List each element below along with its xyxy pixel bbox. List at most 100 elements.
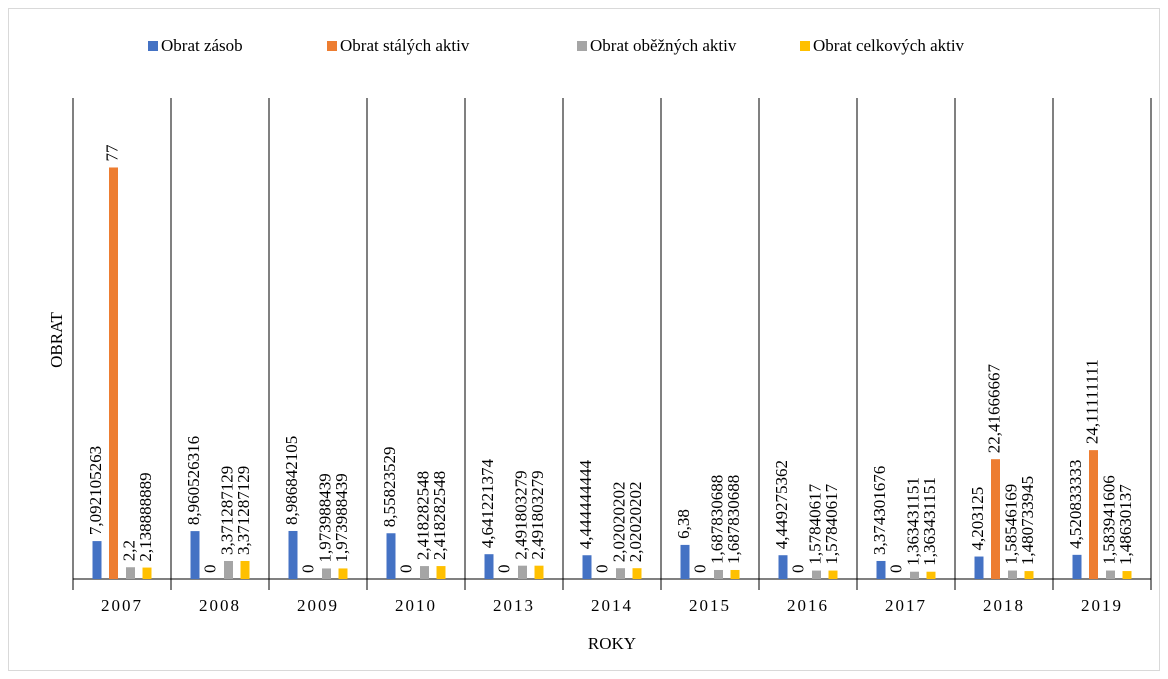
bar <box>1008 570 1017 579</box>
data-label: 7,092105263 <box>86 446 105 535</box>
data-label: 0 <box>494 565 513 574</box>
bar <box>730 569 740 579</box>
bar <box>142 567 152 579</box>
data-label: 1,973988439 <box>315 473 334 562</box>
bar <box>1024 571 1034 579</box>
data-label: 4,520833333 <box>1066 460 1085 549</box>
data-label: 8,55823529 <box>380 447 399 528</box>
data-label: 1,583941606 <box>1099 475 1118 564</box>
bar <box>126 567 135 579</box>
bar <box>714 569 723 579</box>
data-label: 4,641221374 <box>478 458 497 548</box>
bar <box>632 568 642 579</box>
bar <box>240 560 250 579</box>
data-label: 2,02020202 <box>626 481 645 562</box>
x-tick-label: 2013 <box>493 596 535 615</box>
data-label: 1,58546169 <box>1001 484 1020 565</box>
x-tick-label: 2015 <box>689 596 731 615</box>
data-label: 3,371287129 <box>234 466 253 555</box>
bar <box>778 555 788 579</box>
data-label: 1,480733945 <box>1018 476 1037 565</box>
bar <box>991 459 1000 579</box>
x-tick-label: 2016 <box>787 596 829 615</box>
bar <box>224 560 233 579</box>
data-label: 0 <box>592 565 611 574</box>
bar <box>420 566 429 579</box>
data-label: 8,960526316 <box>184 436 203 525</box>
x-tick-label: 2017 <box>885 596 927 615</box>
data-label: 0 <box>690 565 709 574</box>
bar <box>190 531 200 579</box>
bar <box>109 167 118 579</box>
data-label: 0 <box>298 565 317 574</box>
bar <box>616 568 625 579</box>
data-label: 4,444444444 <box>576 459 595 549</box>
data-label: 24,11111111 <box>1082 359 1101 444</box>
data-label: 0 <box>396 565 415 574</box>
data-label: 0 <box>886 565 905 574</box>
data-label: 2,138888889 <box>136 472 155 561</box>
bar <box>974 556 984 579</box>
data-label: 1,57840617 <box>805 483 824 564</box>
data-label: 1,973988439 <box>332 473 351 562</box>
data-label: 77 <box>102 144 121 162</box>
legend-label: Obrat celkových aktiv <box>813 36 965 55</box>
bar <box>484 554 494 579</box>
bar <box>910 571 919 579</box>
x-tick-label: 2018 <box>983 596 1025 615</box>
data-label: 2,02020202 <box>609 481 628 562</box>
x-tick-label: 2007 <box>101 596 143 615</box>
data-label: 1,48630137 <box>1116 484 1135 565</box>
legend-label: Obrat stálých aktiv <box>340 36 470 55</box>
bar <box>1089 450 1098 579</box>
data-label: 8,986842105 <box>282 436 301 525</box>
x-tick-label: 2019 <box>1081 596 1123 615</box>
x-tick-label: 2010 <box>395 596 437 615</box>
x-axis-title: ROKY <box>588 634 636 653</box>
x-tick-label: 2009 <box>297 596 339 615</box>
data-label: 0 <box>200 565 219 574</box>
bar <box>518 565 527 579</box>
data-label: 6,38 <box>674 509 693 539</box>
bar <box>876 560 886 579</box>
data-label: 2,491803279 <box>511 470 530 559</box>
data-label: 4,203125 <box>968 487 987 551</box>
legend-label: Obrat zásob <box>161 36 243 55</box>
data-label: 2,418282548 <box>430 471 449 560</box>
legend-label: Obrat oběžných aktiv <box>590 36 737 55</box>
bar <box>812 570 821 579</box>
x-tick-label: 2014 <box>591 596 633 615</box>
bar <box>338 568 348 579</box>
bar <box>828 570 838 579</box>
bar <box>436 566 446 579</box>
y-axis-title: OBRAT <box>47 312 66 368</box>
data-label: 4,449275362 <box>772 460 791 549</box>
data-label: 3,374301676 <box>870 466 889 555</box>
legend-swatch <box>148 41 158 51</box>
data-label: 1,57840617 <box>822 483 841 564</box>
legend-swatch <box>800 41 810 51</box>
bar <box>582 555 592 579</box>
data-label: 1,687830688 <box>707 475 726 564</box>
bar <box>288 530 298 579</box>
bar <box>322 568 331 579</box>
bar <box>386 533 396 579</box>
x-tick-label: 2008 <box>199 596 241 615</box>
bar <box>1072 554 1082 579</box>
legend-swatch <box>327 41 337 51</box>
data-label: 1,687830688 <box>724 475 743 564</box>
bar <box>926 571 936 579</box>
bar <box>1122 571 1132 579</box>
data-label: 0 <box>788 565 807 574</box>
data-label: 2,418282548 <box>413 471 432 560</box>
bar <box>680 544 690 579</box>
data-label: 3,371287129 <box>217 466 236 555</box>
data-label: 2,491803279 <box>528 470 547 559</box>
data-label: 1,363431151 <box>903 477 922 566</box>
data-label: 1,363431151 <box>920 477 939 566</box>
data-label: 2,2 <box>119 540 138 561</box>
legend-swatch <box>577 41 587 51</box>
bar <box>1106 570 1115 579</box>
bar <box>92 541 102 579</box>
